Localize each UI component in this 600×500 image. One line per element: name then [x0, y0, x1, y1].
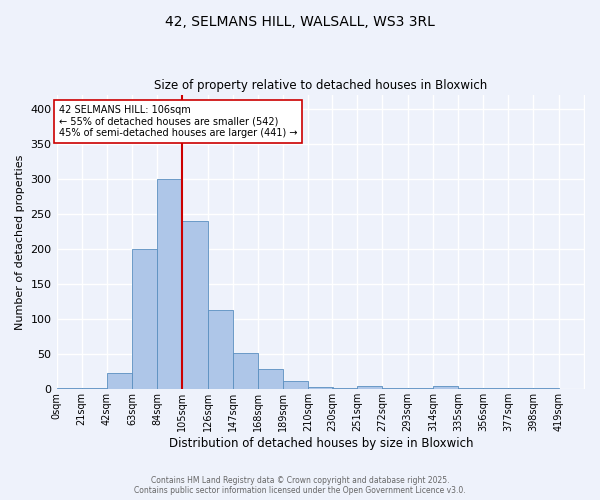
Bar [358, 386, 382, 389]
Text: 42 SELMANS HILL: 106sqm
← 55% of detached houses are smaller (542)
45% of semi-d: 42 SELMANS HILL: 106sqm ← 55% of detache… [59, 105, 298, 138]
Bar [308, 387, 334, 389]
Bar [82, 388, 107, 389]
Bar [332, 388, 358, 389]
Bar [483, 388, 508, 389]
Bar [508, 388, 533, 389]
Bar [382, 388, 407, 389]
Bar [132, 249, 157, 389]
Text: 42, SELMANS HILL, WALSALL, WS3 3RL: 42, SELMANS HILL, WALSALL, WS3 3RL [165, 15, 435, 29]
Bar [433, 386, 458, 389]
Bar [208, 310, 233, 389]
Bar [533, 388, 559, 389]
Text: Contains HM Land Registry data © Crown copyright and database right 2025.
Contai: Contains HM Land Registry data © Crown c… [134, 476, 466, 495]
Bar [407, 388, 433, 389]
Bar [182, 221, 208, 389]
Bar [107, 373, 132, 389]
Bar [258, 369, 283, 389]
Bar [458, 388, 483, 389]
Bar [283, 382, 308, 389]
Bar [56, 388, 82, 389]
Title: Size of property relative to detached houses in Bloxwich: Size of property relative to detached ho… [154, 79, 487, 92]
Bar [233, 354, 258, 389]
X-axis label: Distribution of detached houses by size in Bloxwich: Distribution of detached houses by size … [169, 437, 473, 450]
Y-axis label: Number of detached properties: Number of detached properties [15, 154, 25, 330]
Bar [157, 178, 182, 389]
